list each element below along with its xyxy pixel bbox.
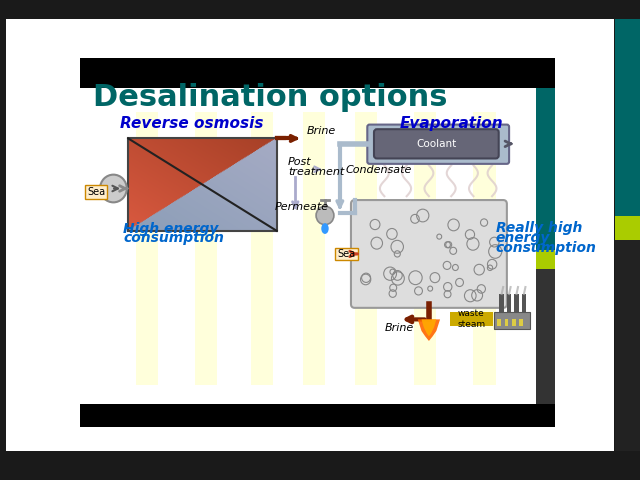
Text: waste
steam: waste steam [457, 309, 485, 329]
FancyBboxPatch shape [374, 129, 499, 158]
Bar [536, 269, 555, 404]
Bar [494, 312, 530, 329]
Bar [536, 88, 555, 250]
Text: Brine: Brine [385, 323, 413, 333]
Bar [80, 58, 555, 88]
Text: Condensate: Condensate [346, 165, 412, 175]
Bar [251, 111, 273, 385]
Polygon shape [418, 319, 440, 341]
Bar [128, 138, 276, 231]
Bar [497, 319, 501, 325]
Text: Sea: Sea [87, 187, 106, 197]
Bar [505, 319, 508, 325]
Text: Post: Post [288, 157, 312, 168]
Ellipse shape [321, 223, 329, 234]
Circle shape [316, 206, 334, 225]
FancyBboxPatch shape [367, 125, 509, 164]
Bar [520, 319, 524, 325]
Bar [355, 111, 377, 385]
FancyBboxPatch shape [451, 312, 493, 325]
FancyBboxPatch shape [335, 248, 358, 260]
Text: Desalination options: Desalination options [93, 83, 448, 111]
Bar [80, 404, 555, 427]
Bar [80, 88, 536, 404]
Text: Reverse osmosis: Reverse osmosis [120, 116, 263, 131]
Bar [515, 294, 519, 313]
Text: Evaporation: Evaporation [399, 116, 503, 131]
Text: Brine: Brine [307, 126, 335, 136]
Text: Sea: Sea [337, 249, 356, 259]
FancyBboxPatch shape [351, 200, 507, 308]
Polygon shape [422, 319, 436, 336]
Bar [507, 294, 511, 313]
Bar [414, 111, 436, 385]
Bar [499, 294, 504, 313]
Bar [136, 111, 158, 385]
Text: Really high: Really high [496, 221, 582, 235]
Text: consumption: consumption [123, 231, 224, 245]
Bar [512, 319, 516, 325]
Circle shape [100, 175, 127, 203]
Bar [536, 250, 555, 269]
Text: High energy: High energy [123, 222, 218, 236]
Text: consumption: consumption [496, 241, 596, 255]
Bar [474, 111, 496, 385]
FancyBboxPatch shape [85, 185, 108, 199]
Text: energy: energy [496, 231, 550, 245]
Bar [522, 294, 526, 313]
Bar [195, 111, 218, 385]
Text: Coolant: Coolant [416, 139, 456, 149]
Text: treatment: treatment [288, 167, 344, 177]
Text: Permeate: Permeate [275, 202, 328, 212]
Bar [303, 111, 325, 385]
